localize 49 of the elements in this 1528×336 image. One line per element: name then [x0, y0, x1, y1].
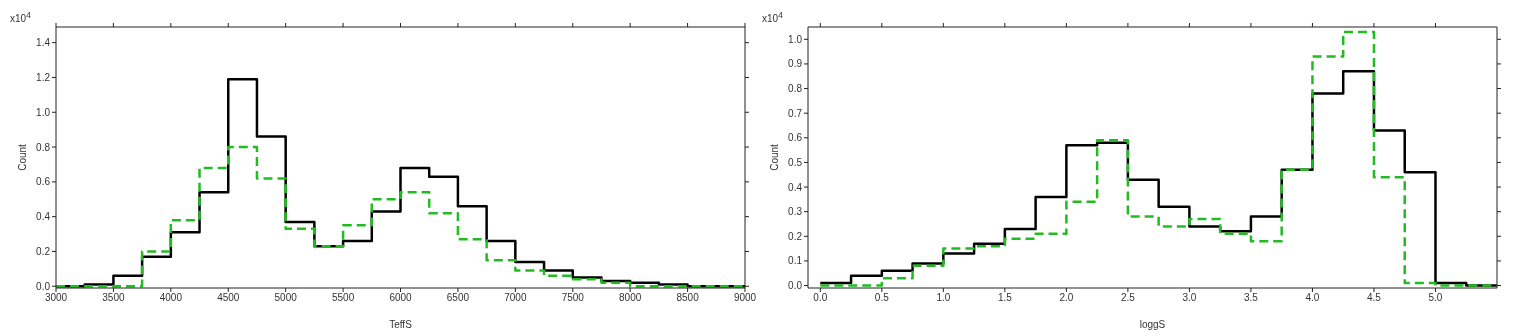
y-tick-label: 0.7	[788, 107, 803, 119]
x-tick-label: 7500	[561, 292, 585, 304]
x-tick-label: 4.5	[1367, 292, 1382, 304]
y-tick-label: 0.2	[36, 246, 51, 258]
x-tick-label: 2.0	[1059, 292, 1074, 304]
y-tick-label: 0.1	[788, 255, 803, 267]
y-tick-label: 0.8	[36, 141, 51, 153]
x-tick-label: 9000	[733, 292, 757, 304]
y-tick-label: 0.6	[36, 176, 51, 188]
x-tick-label: 5500	[331, 292, 355, 304]
x-tick-label: 0.0	[813, 292, 828, 304]
y-tick-label: 0.0	[36, 280, 51, 292]
x-tick-label: 3500	[102, 292, 125, 304]
x-axis-title: TeffS	[389, 319, 413, 330]
y-tick-label: 0.4	[36, 211, 51, 223]
x-tick-label: 7000	[504, 292, 527, 304]
x-tick-label: 6500	[446, 292, 470, 304]
y-tick-label: 0.9	[788, 58, 803, 70]
text: x10$^{4}$	[10, 10, 31, 25]
x-tick-label: 3.0	[1182, 292, 1197, 304]
x-tick-label: 1.5	[997, 292, 1013, 304]
y-tick-label: 0.8	[788, 83, 803, 95]
y-tick-label: 0.4	[788, 181, 803, 193]
x-axis-title: loggS	[1139, 319, 1166, 330]
x-tick-label: 0.5	[874, 292, 890, 304]
x-tick-label: 8500	[676, 292, 700, 304]
x-tick-label: 8000	[619, 292, 642, 304]
y-tick-label: 0.0	[788, 280, 803, 292]
y-axis-title: Count	[16, 143, 28, 171]
x-tick-label: 2.5	[1120, 292, 1136, 304]
y-tick-label: 0.2	[788, 230, 803, 242]
x-tick-label: 4500	[217, 292, 240, 304]
y-tick-label: 0.3	[788, 206, 803, 218]
y-axis-title: Count	[768, 143, 780, 171]
x-tick-label: 6000	[389, 292, 413, 304]
x-tick-label: 3000	[44, 292, 68, 304]
x-tick-label: 4000	[159, 292, 183, 304]
x-tick-label: 3.5	[1243, 292, 1259, 304]
x-tick-label: 1.0	[936, 292, 951, 304]
y-tick-label: 1.2	[36, 72, 51, 84]
x-tick-label: 4.0	[1305, 292, 1320, 304]
y-tick-label: 0.6	[788, 132, 803, 144]
text: x10$^{4}$	[762, 10, 783, 25]
y-tick-label: 0.5	[788, 156, 803, 168]
y-tick-label: 1.0	[788, 33, 803, 45]
y-tick-label: 1.4	[36, 37, 51, 49]
y-tick-label: 1.0	[36, 106, 51, 118]
x-tick-label: 5000	[274, 292, 298, 304]
x-tick-label: 5.0	[1428, 292, 1443, 304]
